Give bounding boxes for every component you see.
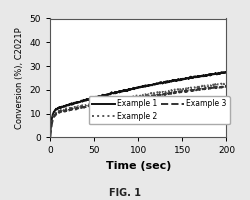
Example 1 [224, 71, 226, 73]
Example 1 [166, 81, 169, 84]
Line: Example 1: Example 1 [50, 72, 226, 137]
Y-axis label: Conversion (%), C2021P: Conversion (%), C2021P [15, 27, 24, 129]
Example 3 [94, 104, 97, 106]
Example 2 [80, 105, 83, 108]
Example 1 [152, 83, 156, 86]
Example 1 [94, 96, 97, 99]
Example 1 [48, 136, 51, 139]
Example 2 [152, 92, 156, 94]
X-axis label: Time (sec): Time (sec) [106, 161, 171, 171]
Example 1 [80, 99, 83, 102]
Text: FIG. 1: FIG. 1 [109, 188, 141, 198]
Example 3 [128, 98, 131, 101]
Example 3 [225, 85, 228, 87]
Example 1 [181, 78, 184, 80]
Legend: Example 1, Example 2, Example 3: Example 1, Example 2, Example 3 [89, 96, 230, 124]
Example 2 [48, 136, 51, 139]
Example 1 [128, 89, 131, 91]
Example 3 [166, 93, 169, 95]
Example 2 [166, 90, 169, 92]
Line: Example 3: Example 3 [50, 86, 226, 137]
Example 3 [225, 85, 228, 88]
Example 2 [128, 96, 131, 99]
Example 2 [225, 82, 228, 84]
Line: Example 2: Example 2 [50, 83, 226, 137]
Example 3 [152, 95, 156, 97]
Example 2 [94, 102, 97, 105]
Example 3 [181, 90, 184, 93]
Example 3 [48, 136, 51, 139]
Example 1 [225, 71, 228, 73]
Example 2 [181, 88, 184, 90]
Example 3 [80, 106, 83, 109]
